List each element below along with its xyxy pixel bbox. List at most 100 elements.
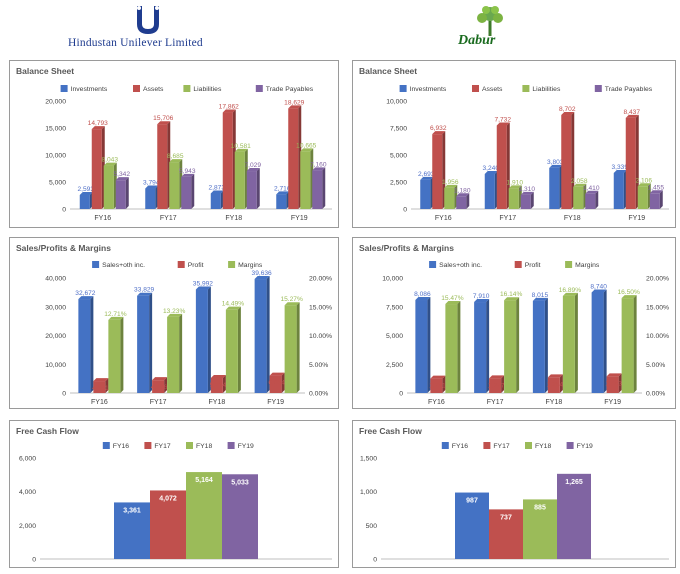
data-label: 15.47% — [441, 295, 464, 302]
legend-label: FY19 — [577, 443, 593, 450]
bar-purple-side — [595, 190, 599, 209]
bar-red-top — [496, 122, 510, 126]
bar-purple-side — [322, 167, 326, 209]
bar-green-side — [296, 302, 300, 393]
bar-fy16 — [114, 502, 150, 559]
data-label: 10,581 — [231, 143, 252, 150]
data-label: 3,794 — [143, 180, 160, 187]
data-label: 5,342 — [113, 171, 130, 178]
x-tick-label: FY16 — [428, 399, 445, 406]
bar-green-top — [637, 183, 651, 187]
legend-label: FY16 — [452, 443, 468, 450]
bar-purple-top — [115, 177, 129, 181]
data-label: 2,693 — [418, 171, 435, 178]
bar-blue — [145, 188, 156, 209]
bar-blue — [613, 172, 624, 209]
y-tick-label: 1,500 — [360, 456, 377, 463]
dabur-balance-sheet-chart: Investments Assets Liabilities Trade Payabl… — [386, 85, 669, 222]
legend-swatch-3 — [566, 442, 574, 449]
bar-blue — [549, 167, 560, 209]
x-tick-label: FY18 — [546, 399, 563, 406]
legend-label: Investments — [410, 86, 447, 93]
bar-blue-top — [137, 292, 153, 296]
bar-red — [606, 376, 619, 393]
dabur-free-cash-flow-panel: Free Cash Flow FY16 FY17 FY18 FY19 0 500 1,000… — [352, 420, 676, 568]
bar-purple — [246, 171, 257, 209]
data-label: 7,160 — [310, 161, 327, 168]
data-label: 2,716 — [274, 185, 291, 192]
legend-label: Margins — [575, 262, 600, 269]
bar-red — [157, 124, 168, 209]
bar-purple-top — [585, 190, 599, 194]
y-tick-label: 2,500 — [390, 180, 407, 187]
bar-red-top — [91, 126, 105, 130]
bar-purple-top — [181, 173, 195, 177]
legend-swatch-2 — [183, 85, 191, 92]
y-tick-label: 4,000 — [19, 489, 36, 496]
bar-red-top — [93, 378, 109, 382]
x-tick-label: FY19 — [291, 215, 308, 222]
y-tick-label: 1,000 — [360, 489, 377, 496]
data-label: 1,277 — [488, 382, 505, 389]
y-tick-label: 15.00% — [309, 304, 332, 311]
data-label: 8,702 — [559, 106, 576, 113]
bar-green-top — [169, 159, 183, 163]
bar-red-side — [281, 372, 285, 393]
dabur-tree-icon — [477, 6, 503, 36]
bar-purple — [181, 176, 192, 209]
bar-red — [288, 108, 299, 209]
legend-label: Liabilities — [532, 86, 561, 93]
legend-label: Profit — [188, 262, 204, 269]
legend-label: Margins — [238, 262, 263, 269]
x-tick-label: FY17 — [150, 399, 167, 406]
bar-blue-side — [544, 297, 548, 393]
bar-red-top — [288, 105, 302, 109]
bar-green-side — [120, 316, 124, 393]
y-tick-label: 2,500 — [386, 362, 403, 369]
legend-swatch-2 — [525, 442, 532, 449]
data-label: 16.89% — [559, 287, 582, 294]
legend-swatch-2 — [522, 85, 530, 92]
bar-red — [430, 378, 443, 393]
bar-purple-top — [649, 190, 663, 194]
bar-blue-top — [79, 191, 93, 195]
bar-blue-top — [613, 169, 627, 173]
bar-blue — [484, 174, 495, 209]
data-label: 17,862 — [219, 104, 240, 111]
y-tick-label: 10.00% — [646, 333, 669, 340]
bar-blue-top — [254, 276, 270, 280]
bar-green-top — [167, 313, 183, 317]
bar-blue — [532, 300, 545, 393]
bar-green-top — [284, 302, 300, 306]
bar-green-top — [508, 185, 522, 189]
hul-sales-profits-chart: Sales+oth inc. Profit Margins 0 10,000 20,000… — [45, 261, 332, 406]
bar-green — [444, 187, 455, 209]
data-label: 1,956 — [442, 179, 459, 186]
bar-green-side — [633, 295, 637, 393]
legend-label: FY17 — [493, 443, 509, 450]
data-label: 1,410 — [583, 185, 600, 192]
legend-swatch-0 — [429, 261, 437, 268]
hul-name: Hindustan Unilever Limited — [68, 37, 203, 49]
legend-swatch-3 — [594, 85, 602, 92]
legend-swatch-0 — [92, 261, 100, 268]
bar-fy18 — [186, 472, 222, 559]
bar-purple-top — [246, 168, 260, 172]
y-tick-label: 7,500 — [386, 304, 403, 311]
bar-fy17 — [489, 509, 523, 559]
bar-blue-side — [207, 286, 211, 393]
dabur-free-cash-flow-chart: FY16 FY17 FY18 FY19 0 500 1,000 1,500 987 737 885 1… — [360, 442, 669, 564]
data-label: 12.71% — [104, 311, 127, 318]
data-label: 1,251 — [429, 383, 446, 390]
data-label: 16.14% — [500, 291, 523, 298]
y-tick-label: 6,000 — [19, 456, 36, 463]
bar-blue-side — [603, 289, 607, 393]
y-tick-label: 0.00% — [309, 391, 328, 398]
data-label: 8,015 — [532, 292, 549, 299]
bar-red-top — [606, 373, 622, 377]
legend-swatch-0 — [102, 442, 110, 449]
bar-green-top — [445, 301, 461, 305]
chart-title: Sales/Profits & Margins — [16, 243, 111, 253]
bar-red-top — [432, 131, 446, 135]
bar-red — [222, 112, 233, 209]
